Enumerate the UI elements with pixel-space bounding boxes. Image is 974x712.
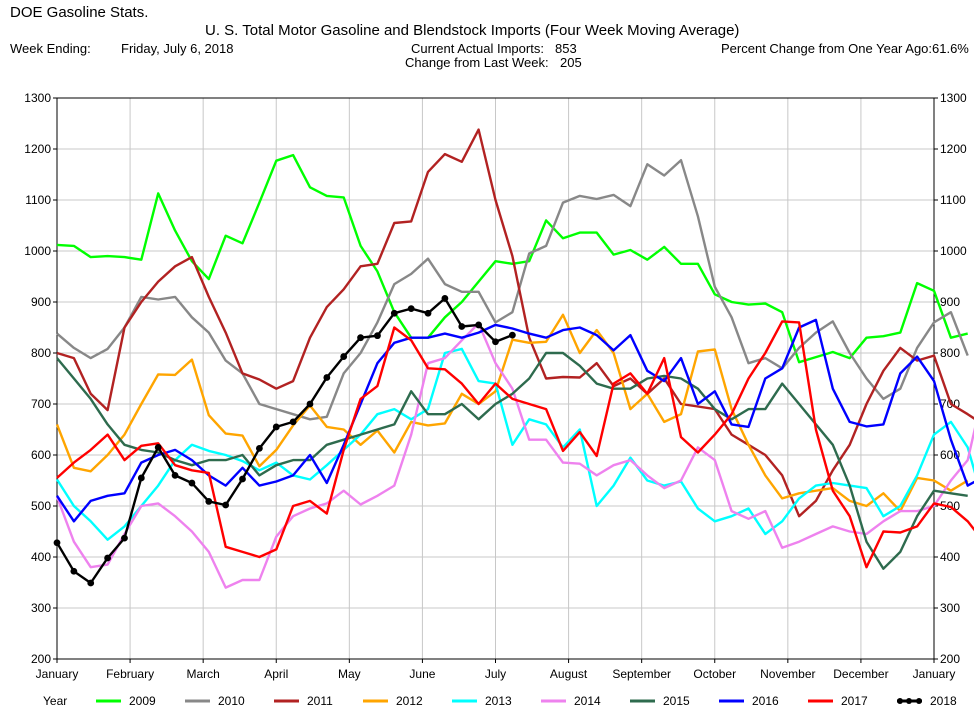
legend-marker-2018 [906,698,912,704]
point-2018 [475,321,483,329]
series-line-2013 [55,347,974,541]
current-imports-label: Current Actual Imports: [411,41,544,56]
point-2018 [53,539,61,547]
point-2018 [104,554,111,562]
y-tick-label-right: 800 [940,346,960,360]
point-2018 [374,332,381,340]
y-tick-label-left: 400 [31,550,51,564]
series-line-2011 [56,128,974,518]
series-line-2017 [56,320,974,569]
y-tick-label-left: 1200 [24,142,51,156]
point-2018 [205,498,213,505]
point-2018 [458,323,466,330]
legend-title: Year [43,694,67,708]
y-tick-label-left: 600 [31,448,51,462]
point-2018 [70,567,78,575]
x-tick-label: January [913,667,956,681]
point-2018 [137,474,145,482]
y-tick-label-left: 300 [31,601,51,615]
series-line-2016 [55,318,974,523]
percent-change-value: 61.6% [932,41,969,56]
point-2018 [508,331,516,339]
legend-marker-2018 [897,698,903,704]
point-2018 [171,472,179,479]
x-tick-label: May [338,667,361,681]
point-2018 [390,309,398,317]
x-tick-label: August [550,667,588,681]
y-tick-label-left: 1000 [24,244,51,258]
y-tick-label-right: 1000 [940,244,967,258]
y-tick-label-right: 900 [940,295,960,309]
legend-marker-2018 [916,698,922,704]
point-2018 [441,295,449,302]
legend-entry-2010: 2010 [218,694,245,708]
brand-label: DOE Gasoline Stats. [10,4,149,21]
y-tick-label-left: 1300 [24,91,51,105]
x-tick-label: January [36,667,79,681]
point-2018 [272,423,280,431]
point-2018 [492,338,499,346]
week-ending-label: Week Ending: [10,41,91,56]
legend-entry-2014: 2014 [574,694,601,708]
y-tick-label-left: 800 [31,346,51,360]
change-label: Change from Last Week: [405,55,549,70]
point-2018 [154,443,162,451]
x-tick-label: February [106,667,154,681]
plot-border [56,97,935,660]
legend-entry-2013: 2013 [485,694,512,708]
legend-entry-2012: 2012 [396,694,423,708]
current-imports-value: 853 [555,41,577,56]
point-2018 [239,475,246,483]
y-tick-label-right: 300 [940,601,960,615]
legend-entry-2017: 2017 [841,694,868,708]
y-tick-label-left: 700 [31,397,51,411]
y-tick-label-left: 200 [31,652,51,666]
series-line-2009 [56,153,968,364]
series-line-2014 [55,322,974,589]
point-2018 [121,534,128,542]
x-tick-label: December [833,667,888,681]
series-line-2012 [55,313,969,513]
series-line-2018 [55,297,513,585]
x-tick-label: September [612,667,671,681]
point-2018 [87,579,95,587]
y-tick-label-left: 1100 [25,193,51,207]
chart-title: U. S. Total Motor Gasoline and Blendstoc… [205,22,740,39]
y-tick-label-right: 1100 [940,193,966,207]
point-2018 [357,334,364,342]
point-2018 [407,305,415,313]
point-2018 [255,444,263,452]
x-tick-label: October [693,667,736,681]
x-tick-label: June [409,667,435,681]
legend-entry-2009: 2009 [129,694,156,708]
week-ending-value: Friday, July 6, 2018 [121,41,234,56]
y-tick-label-right: 200 [940,652,960,666]
change-value: 205 [560,55,582,70]
y-tick-label-left: 500 [31,499,51,513]
point-2018 [188,479,196,487]
legend-entry-2018: 2018 [930,694,957,708]
x-tick-label: March [186,667,219,681]
x-tick-label: April [264,667,288,681]
legend-entry-2011: 2011 [307,694,333,708]
point-2018 [323,374,331,381]
percent-change-label: Percent Change from One Year Ago: [721,41,933,56]
point-2018 [340,353,348,360]
point-2018 [306,400,314,408]
legend-entry-2016: 2016 [752,694,779,708]
legend-entry-2015: 2015 [663,694,690,708]
point-2018 [289,418,297,426]
series-line-2010 [56,158,969,421]
x-tick-label: November [760,667,815,681]
y-tick-label-right: 400 [940,550,960,564]
x-tick-label: July [485,667,506,681]
point-2018 [424,309,432,317]
y-tick-label-right: 1200 [940,142,967,156]
point-2018 [222,501,230,509]
y-tick-label-right: 1300 [940,91,967,105]
y-tick-label-left: 900 [31,295,51,309]
